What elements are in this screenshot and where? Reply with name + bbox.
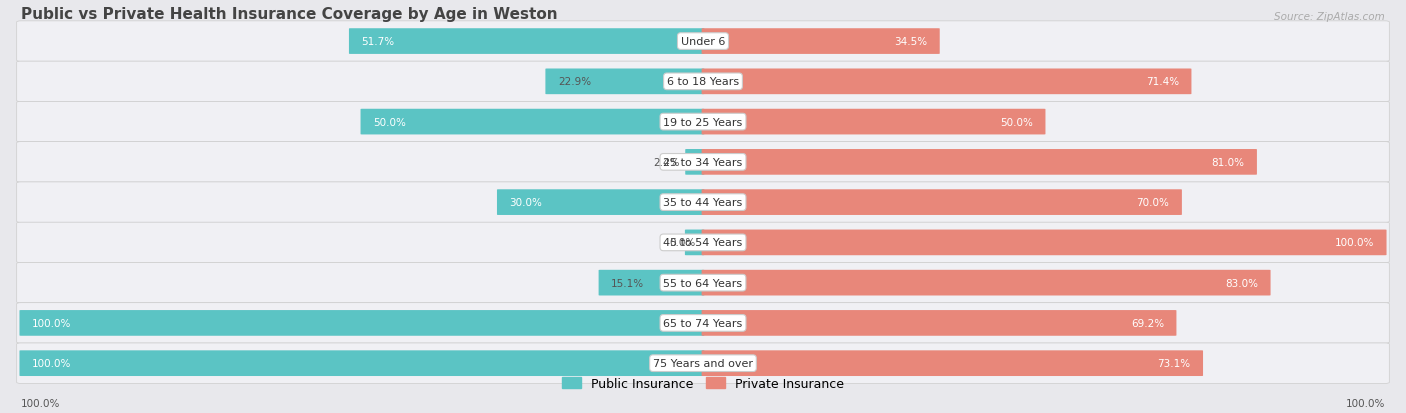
FancyBboxPatch shape xyxy=(702,150,1257,175)
FancyBboxPatch shape xyxy=(17,303,1389,343)
FancyBboxPatch shape xyxy=(17,183,1389,223)
FancyBboxPatch shape xyxy=(702,190,1182,216)
FancyBboxPatch shape xyxy=(20,351,704,376)
FancyBboxPatch shape xyxy=(702,310,1177,336)
FancyBboxPatch shape xyxy=(702,69,1191,95)
Text: 75 Years and over: 75 Years and over xyxy=(652,358,754,368)
Text: 100.0%: 100.0% xyxy=(21,398,60,408)
Text: 51.7%: 51.7% xyxy=(361,37,395,47)
Text: 69.2%: 69.2% xyxy=(1130,318,1164,328)
Text: Under 6: Under 6 xyxy=(681,37,725,47)
FancyBboxPatch shape xyxy=(17,102,1389,142)
Text: Source: ZipAtlas.com: Source: ZipAtlas.com xyxy=(1274,12,1385,22)
Text: 0.0%: 0.0% xyxy=(669,238,696,248)
FancyBboxPatch shape xyxy=(702,29,939,55)
FancyBboxPatch shape xyxy=(17,22,1389,62)
Text: 35 to 44 Years: 35 to 44 Years xyxy=(664,198,742,208)
FancyBboxPatch shape xyxy=(599,270,704,296)
Text: 6 to 18 Years: 6 to 18 Years xyxy=(666,77,740,87)
FancyBboxPatch shape xyxy=(17,223,1389,263)
FancyBboxPatch shape xyxy=(702,109,1046,135)
Text: Public vs Private Health Insurance Coverage by Age in Weston: Public vs Private Health Insurance Cover… xyxy=(21,7,558,22)
Text: 25 to 34 Years: 25 to 34 Years xyxy=(664,157,742,167)
Text: 70.0%: 70.0% xyxy=(1136,198,1170,208)
FancyBboxPatch shape xyxy=(17,263,1389,303)
FancyBboxPatch shape xyxy=(702,230,1386,256)
Text: 30.0%: 30.0% xyxy=(509,198,543,208)
Text: 55 to 64 Years: 55 to 64 Years xyxy=(664,278,742,288)
FancyBboxPatch shape xyxy=(685,150,704,175)
Text: 73.1%: 73.1% xyxy=(1157,358,1191,368)
Text: 71.4%: 71.4% xyxy=(1146,77,1178,87)
Text: 100.0%: 100.0% xyxy=(1334,238,1374,248)
Text: 22.9%: 22.9% xyxy=(558,77,591,87)
Text: 50.0%: 50.0% xyxy=(1000,117,1033,127)
Text: 100.0%: 100.0% xyxy=(32,358,72,368)
FancyBboxPatch shape xyxy=(702,270,1271,296)
FancyBboxPatch shape xyxy=(702,351,1204,376)
FancyBboxPatch shape xyxy=(17,62,1389,102)
Text: 65 to 74 Years: 65 to 74 Years xyxy=(664,318,742,328)
Text: 83.0%: 83.0% xyxy=(1225,278,1258,288)
FancyBboxPatch shape xyxy=(17,343,1389,383)
Text: 81.0%: 81.0% xyxy=(1212,157,1244,167)
Text: 2.4%: 2.4% xyxy=(654,157,679,167)
FancyBboxPatch shape xyxy=(17,142,1389,183)
Text: 50.0%: 50.0% xyxy=(373,117,406,127)
Text: 34.5%: 34.5% xyxy=(894,37,927,47)
Text: 100.0%: 100.0% xyxy=(32,318,72,328)
FancyBboxPatch shape xyxy=(360,109,704,135)
Text: 100.0%: 100.0% xyxy=(1346,398,1385,408)
FancyBboxPatch shape xyxy=(685,230,704,256)
FancyBboxPatch shape xyxy=(20,310,704,336)
Text: 19 to 25 Years: 19 to 25 Years xyxy=(664,117,742,127)
Legend: Public Insurance, Private Insurance: Public Insurance, Private Insurance xyxy=(557,372,849,395)
FancyBboxPatch shape xyxy=(496,190,704,216)
FancyBboxPatch shape xyxy=(349,29,704,55)
FancyBboxPatch shape xyxy=(546,69,704,95)
Text: 45 to 54 Years: 45 to 54 Years xyxy=(664,238,742,248)
Text: 15.1%: 15.1% xyxy=(612,278,644,288)
